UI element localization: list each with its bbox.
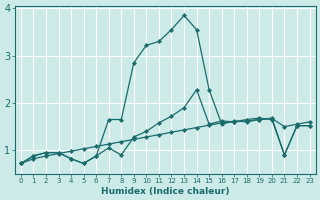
X-axis label: Humidex (Indice chaleur): Humidex (Indice chaleur) — [101, 187, 229, 196]
